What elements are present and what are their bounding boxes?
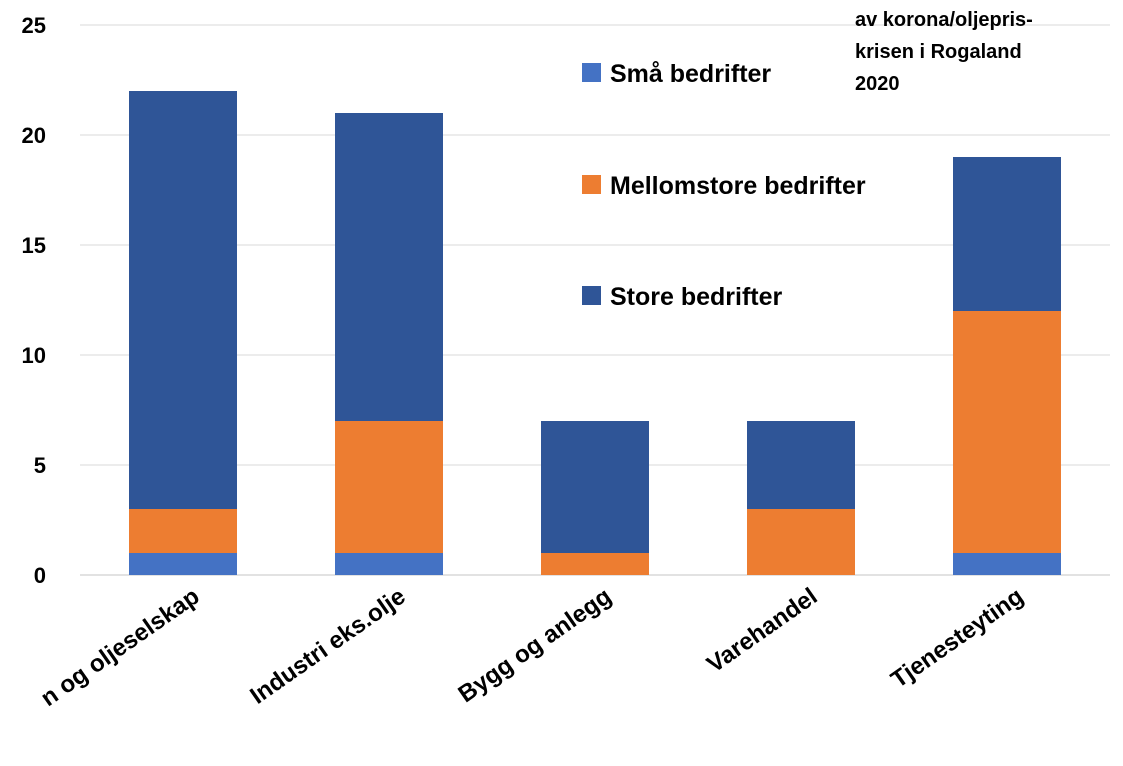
y-tick-label: 0 bbox=[34, 563, 46, 588]
bar-segment-medium bbox=[747, 509, 855, 575]
bar-segment-large bbox=[129, 91, 237, 509]
legend-label: Små bedrifter bbox=[610, 60, 771, 88]
title-line: av korona/oljepris- bbox=[855, 9, 1033, 31]
y-tick-label: 10 bbox=[22, 343, 46, 368]
bar-segment-medium bbox=[953, 311, 1061, 553]
legend: Små bedrifter Mellomstore bedrifter Store … bbox=[582, 60, 866, 311]
bar-segment-large bbox=[335, 113, 443, 421]
x-category-label: Tjenesteyting bbox=[886, 583, 1028, 694]
title-line: krisen i Rogaland bbox=[855, 41, 1022, 63]
bar-segment-medium bbox=[541, 553, 649, 575]
y-tick-label: 20 bbox=[22, 123, 46, 148]
bar-segment-large bbox=[953, 157, 1061, 311]
x-category-label: Bygg og anlegg bbox=[454, 583, 617, 708]
bar-segment-medium bbox=[335, 421, 443, 553]
x-category-label: Industri eks.olje bbox=[245, 583, 410, 710]
x-category-label: Varehandel bbox=[702, 583, 822, 679]
bar-segment-large bbox=[747, 421, 855, 509]
legend-swatch bbox=[582, 175, 601, 194]
legend-swatch bbox=[582, 286, 601, 305]
legend-label: Store bedrifter bbox=[610, 283, 783, 311]
bar-segment-small bbox=[335, 553, 443, 575]
legend-label: Mellomstore bedrifter bbox=[610, 172, 866, 200]
title-line: 2020 bbox=[855, 73, 900, 95]
y-axis-ticks: 0 5 10 15 20 25 bbox=[22, 13, 46, 588]
y-tick-label: 5 bbox=[34, 453, 46, 478]
y-tick-label: 15 bbox=[22, 233, 46, 258]
chart-title: av korona/oljepris-krisen i Rogaland 2020 bbox=[855, 9, 1033, 95]
x-category-label: n og oljeselskap bbox=[36, 583, 204, 712]
y-tick-label: 25 bbox=[22, 13, 46, 38]
x-axis-labels: n og oljeselskap Industri eks.olje Bygg og… bbox=[36, 583, 1028, 712]
legend-swatch bbox=[582, 63, 601, 82]
bar-segment-medium bbox=[129, 509, 237, 553]
bar-segment-large bbox=[541, 421, 649, 553]
bar-segment-small bbox=[129, 553, 237, 575]
bars bbox=[129, 91, 1061, 575]
bar-segment-small bbox=[953, 553, 1061, 575]
